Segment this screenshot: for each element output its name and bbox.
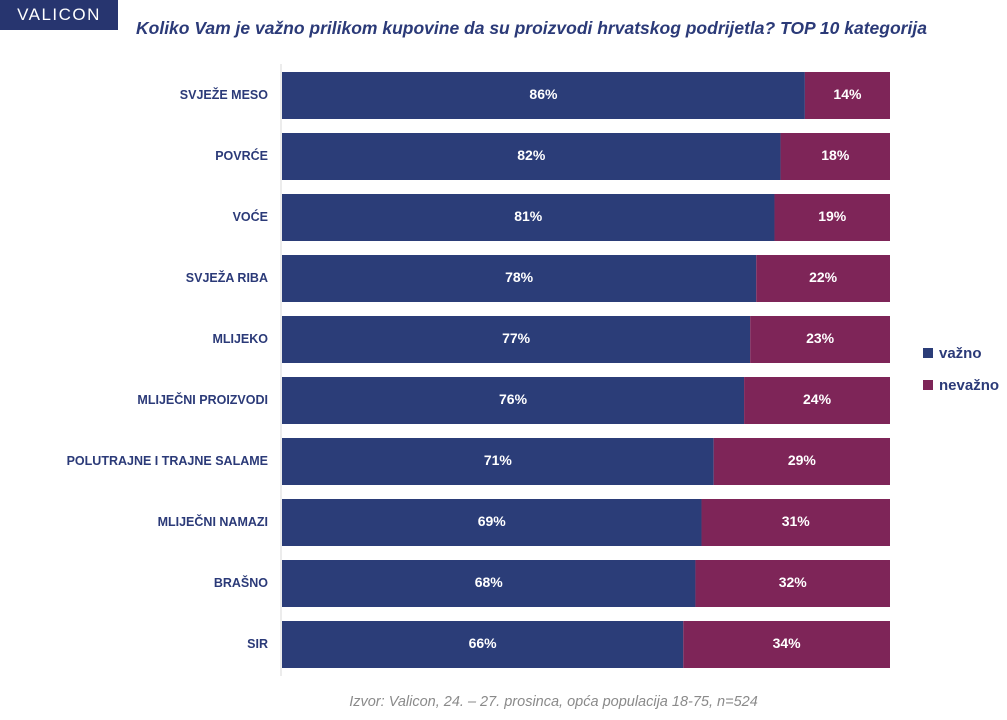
- legend-item-vazno: važno: [923, 343, 999, 363]
- legend-swatch-vazno: [923, 348, 933, 358]
- data-label-nevazno: 19%: [818, 208, 847, 224]
- bar-segment-vazno: [282, 377, 745, 424]
- bar-segment-nevazno: [744, 377, 890, 424]
- bar-segment-nevazno: [756, 255, 890, 302]
- data-label-vazno: 71%: [484, 452, 513, 468]
- data-label-nevazno: 34%: [773, 635, 802, 651]
- data-label-vazno: 81%: [514, 208, 543, 224]
- data-label-nevazno: 31%: [782, 513, 811, 529]
- bar-segment-vazno: [282, 133, 781, 180]
- data-label-vazno: 78%: [505, 269, 534, 285]
- data-label-vazno: 66%: [469, 635, 498, 651]
- bar-segment-nevazno: [695, 560, 890, 607]
- bar-segment-vazno: [282, 499, 702, 546]
- bar-segment-nevazno: [713, 438, 890, 485]
- bar-segment-vazno: [282, 560, 696, 607]
- data-label-vazno: 77%: [502, 330, 531, 346]
- category-label: POVRĆE: [215, 148, 268, 163]
- bars-layer: SVJEŽE MESO 86% 14% POVRĆE 82% 18% VOĆE 81% 19% S…: [67, 72, 890, 668]
- data-label-nevazno: 18%: [821, 147, 850, 163]
- data-label-vazno: 69%: [478, 513, 507, 529]
- bar-segment-vazno: [282, 255, 757, 302]
- bar-segment-nevazno: [750, 316, 890, 363]
- data-label-nevazno: 22%: [809, 269, 838, 285]
- bar-segment-nevazno: [683, 621, 890, 668]
- bar-segment-vazno: [282, 194, 775, 241]
- data-label-nevazno: 24%: [803, 391, 832, 407]
- legend-label-vazno: važno: [939, 344, 982, 362]
- bar-segment-vazno: [282, 621, 684, 668]
- category-label: MLIJEČNI PROIZVODI: [137, 392, 268, 407]
- bar-segment-nevazno: [780, 133, 890, 180]
- bar-segment-vazno: [282, 438, 714, 485]
- data-label-vazno: 82%: [517, 147, 546, 163]
- bar-segment-vazno: [282, 316, 751, 363]
- chart-legend: važno nevažno: [923, 343, 999, 407]
- source-note: Izvor: Valicon, 24. – 27. prosinca, opća…: [349, 694, 758, 710]
- category-label: MLIJEČNI NAMAZI: [158, 514, 268, 529]
- data-label-vazno: 76%: [499, 391, 528, 407]
- category-label: POLUTRAJNE I TRAJNE SALAME: [67, 454, 268, 468]
- bar-segment-vazno: [282, 72, 805, 119]
- category-label: SVJEŽE MESO: [180, 87, 268, 102]
- data-label-vazno: 68%: [475, 574, 504, 590]
- valicon-logo: VALICON: [0, 0, 118, 30]
- category-label: VOĆE: [233, 209, 268, 224]
- data-label-vazno: 86%: [529, 86, 558, 102]
- data-label-nevazno: 32%: [779, 574, 808, 590]
- category-label: BRAŠNO: [214, 575, 268, 590]
- data-label-nevazno: 14%: [833, 86, 862, 102]
- data-label-nevazno: 23%: [806, 330, 835, 346]
- legend-swatch-nevazno: [923, 380, 933, 390]
- legend-item-nevazno: nevažno: [923, 375, 999, 395]
- category-label: SIR: [247, 637, 268, 651]
- bar-segment-nevazno: [804, 72, 890, 119]
- chart-title: Koliko Vam je važno prilikom kupovine da…: [136, 18, 927, 38]
- category-label: MLIJEKO: [212, 332, 268, 346]
- legend-label-nevazno: nevažno: [939, 376, 1000, 394]
- category-label: SVJEŽA RIBA: [186, 270, 268, 285]
- data-label-nevazno: 29%: [788, 452, 817, 468]
- bar-segment-nevazno: [774, 194, 890, 241]
- bar-segment-nevazno: [701, 499, 890, 546]
